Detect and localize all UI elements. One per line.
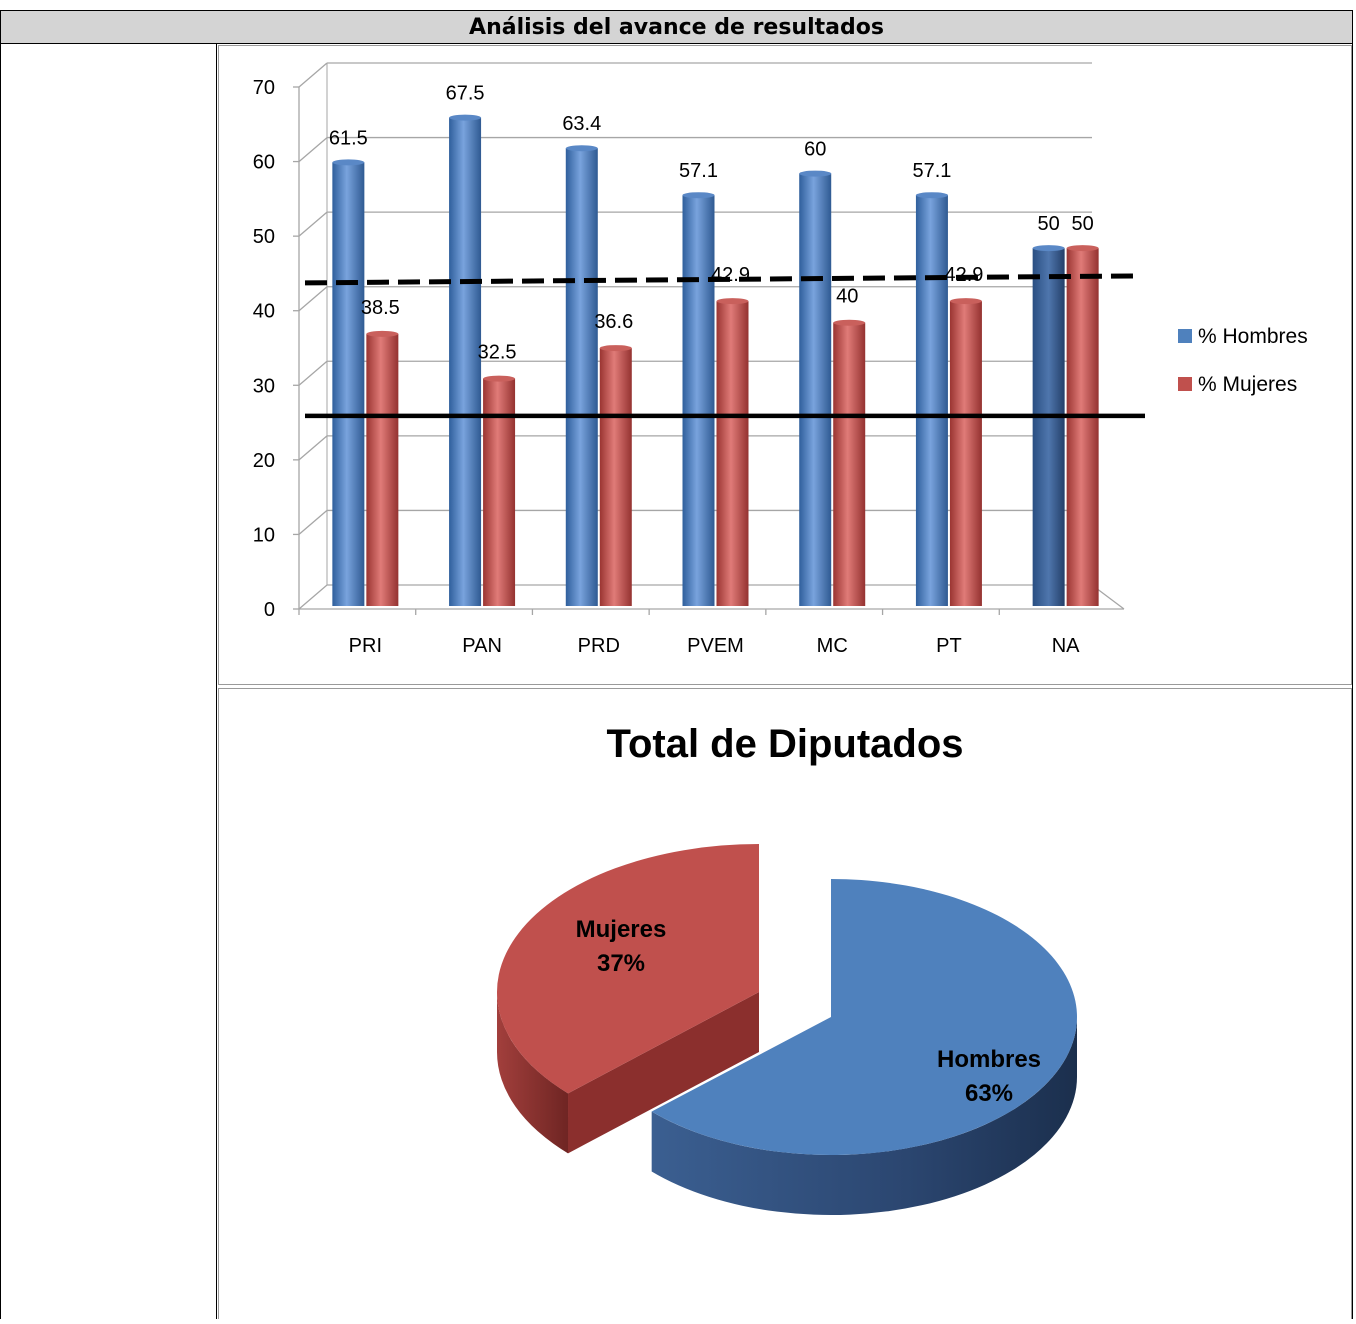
data-label-hombres: 67.5 (446, 83, 485, 105)
bar-marks (332, 114, 1099, 607)
bar-cap-mujeres (599, 345, 632, 352)
bar-cap-mujeres (949, 298, 982, 305)
bar-mujeres (1066, 248, 1099, 606)
header-title: Análisis del avance de resultados (469, 14, 884, 40)
data-label-mujeres: 42.9 (711, 264, 750, 286)
data-label-mujeres: 32.5 (478, 342, 517, 364)
bar-cap-hombres (449, 114, 482, 121)
pie-label-pct: 37% (597, 950, 645, 977)
pie-slice-mujeres (497, 844, 759, 1094)
bar-mujeres (949, 301, 982, 606)
pie-slice-hombres-side (651, 1017, 1077, 1215)
bar-cap-hombres (799, 170, 832, 177)
y-tick-label: 0 (264, 599, 275, 621)
pie-slices (497, 844, 1077, 1215)
bar-hombres (449, 117, 482, 607)
bar-mujeres (716, 301, 749, 606)
data-label-mujeres: 36.6 (594, 311, 633, 333)
y-tick-label: 50 (253, 226, 275, 248)
bar-cap-hombres (565, 145, 598, 152)
bar-cap-mujeres (833, 319, 866, 326)
data-label-mujeres: 38.5 (361, 297, 400, 319)
data-label-mujeres: 40 (836, 286, 858, 308)
bar-mujeres (599, 348, 632, 606)
pie-title: Total de Diputados (606, 722, 963, 766)
pie-chart-panel: Total de Diputados Hombres 63% Mujeres 37% (218, 688, 1352, 1319)
pie-label-name: Mujeres (576, 916, 667, 943)
x-tick-label: PRI (349, 635, 382, 657)
bar-hombres (565, 148, 598, 606)
pie-label-pct: 63% (965, 1080, 1013, 1107)
x-axis-labels: PRI PAN PRD PVEM MC PT NA (298, 609, 1080, 657)
bar-cap-mujeres (483, 375, 516, 382)
pie-slice-mujeres-cut (568, 992, 759, 1154)
data-label-hombres: 57.1 (912, 160, 951, 182)
bar-mujeres (833, 322, 866, 606)
gridline-diagonal (298, 137, 328, 163)
data-label-hombres: 61.5 (329, 127, 368, 149)
bar-hombres (799, 173, 832, 607)
x-tick-label: MC (817, 635, 848, 657)
bar-hombres (1032, 248, 1065, 606)
pie-slice-mujeres-side (497, 992, 569, 1154)
data-label-hombres: 63.4 (562, 113, 601, 135)
left-cell (0, 43, 217, 1319)
x-tick-label: PRD (578, 635, 620, 657)
pie-chart: Total de Diputados Hombres 63% Mujeres 37% (497, 722, 1077, 1215)
gridline-diagonal (298, 360, 328, 386)
gridline-diagonal (298, 62, 328, 88)
y-tick-label: 10 (253, 524, 275, 546)
gridline-diagonal (298, 211, 328, 237)
bar-mujeres (483, 378, 516, 606)
bar-cap-mujeres (1066, 245, 1099, 252)
legend-label: % Hombres (1198, 325, 1308, 348)
data-label-hombres: 60 (804, 139, 826, 161)
bar-chart-panel: 0 10 20 30 40 50 60 70 61.5 38.5 67.5 32.5 63.4 36.6… (218, 45, 1352, 685)
bar-hombres (332, 162, 365, 606)
bar-cap-hombres (332, 159, 365, 166)
bar-hombres (682, 195, 715, 606)
y-tick-label: 20 (253, 450, 275, 472)
y-tick-label: 30 (253, 375, 275, 397)
y-axis-ticks: 0 10 20 30 40 50 60 70 (253, 77, 299, 621)
bar-chart: 0 10 20 30 40 50 60 70 61.5 38.5 67.5 32.5 63.4 36.6… (253, 62, 1308, 657)
pie-labels: Hombres 63% Mujeres 37% (576, 916, 1041, 1107)
bar-hombres (915, 195, 948, 606)
y-tick-label: 70 (253, 77, 275, 99)
bar-cap-mujeres (716, 298, 749, 305)
legend-label: % Mujeres (1198, 373, 1297, 396)
pie-slice-hombres (651, 879, 1077, 1155)
table-right-border (1352, 43, 1353, 1319)
bar-cap-hombres (682, 192, 715, 199)
bar-cap-mujeres (366, 330, 399, 337)
gridline-diagonal (298, 286, 328, 312)
bar-cap-hombres (915, 192, 948, 199)
x-tick-label: PAN (462, 635, 502, 657)
legend: % Hombres % Mujeres (1178, 325, 1308, 396)
data-label-hombres: 57.1 (679, 160, 718, 182)
data-label-mujeres: 50 (1072, 213, 1094, 235)
x-tick-label: PT (936, 635, 962, 657)
x-tick-label: PVEM (687, 635, 744, 657)
y-tick-label: 60 (253, 152, 275, 174)
gridline-diagonal (298, 509, 328, 535)
x-tick-label: NA (1052, 635, 1080, 657)
table-header: Análisis del avance de resultados (0, 10, 1353, 44)
gridline-diagonal (298, 435, 328, 461)
reference-line-dashed (304, 273, 1142, 286)
bar-mujeres (366, 333, 399, 606)
legend-swatch (1178, 377, 1192, 391)
pie-label-name: Hombres (937, 1046, 1041, 1073)
bar-cap-hombres (1032, 245, 1065, 252)
y-tick-label: 40 (253, 301, 275, 323)
legend-swatch (1178, 329, 1192, 343)
reference-lines (304, 273, 1145, 419)
data-label-hombres: 50 (1038, 213, 1060, 235)
